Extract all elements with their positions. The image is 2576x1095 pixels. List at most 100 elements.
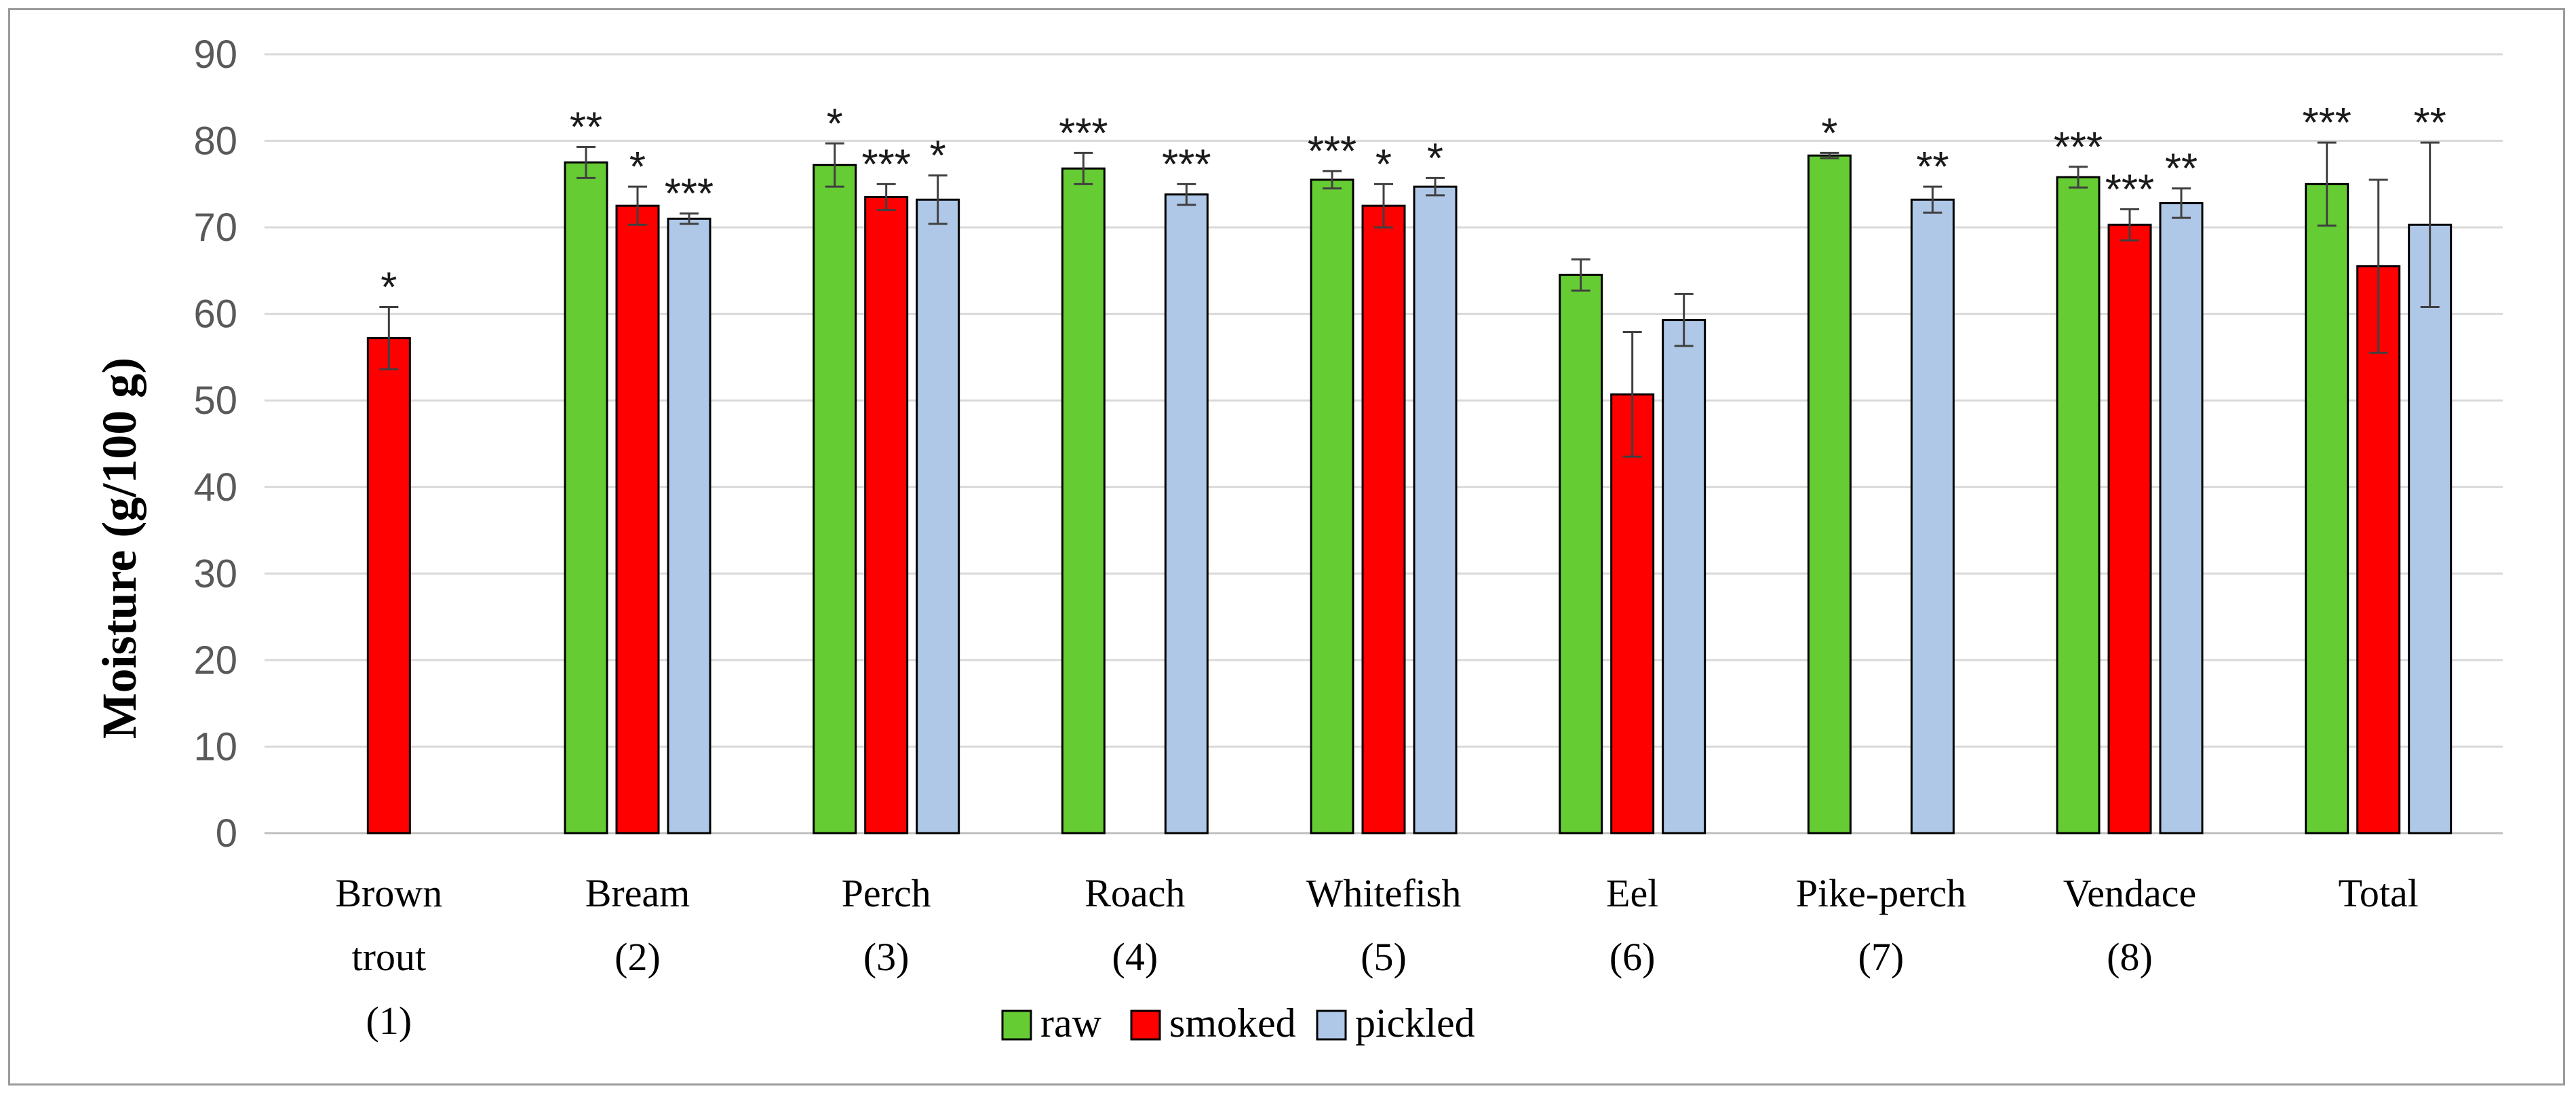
error-bar-raw-3	[1074, 151, 1093, 185]
error-bars	[379, 141, 2440, 458]
significance-pickled-4: *	[1427, 135, 1443, 182]
bar-pickled-3	[1164, 193, 1209, 834]
significance-raw-2: *	[827, 100, 843, 147]
significance-pickled-6: **	[1916, 144, 1949, 191]
y-axis-ticks: 0 10 20 30 40 50 60 70 80 90	[193, 33, 237, 856]
y-tick-label-50: 50	[193, 379, 237, 423]
bar-pickled-4	[1413, 185, 1458, 834]
y-tick-label-60: 60	[193, 292, 237, 337]
error-bar-pickled-6	[1923, 185, 1943, 214]
significance-raw-4: ***	[1308, 128, 1357, 175]
error-bar-smoked-8	[2368, 178, 2388, 354]
significance-raw-3: ***	[1059, 110, 1108, 157]
bar-raw-8	[2305, 182, 2349, 834]
error-bar-raw-7	[2069, 166, 2088, 189]
category-label-line: (8)	[2107, 935, 2153, 979]
bar-pickled-2	[916, 198, 960, 834]
error-bar-pickled-2	[928, 174, 948, 225]
y-tick-label-20: 20	[193, 638, 237, 683]
significance-pickled-3: ***	[1162, 141, 1211, 188]
bar-smoked-2	[864, 195, 909, 834]
error-bar-pickled-3	[1177, 182, 1196, 206]
significance-labels: *********** * ****** *** * **** ****** ***** **	[380, 100, 2446, 311]
error-bar-smoked-0	[379, 305, 399, 370]
bar-raw-3	[1061, 167, 1106, 834]
error-bar-pickled-7	[2172, 187, 2191, 219]
category-label-line: Roach	[1085, 871, 1185, 915]
category-label-line: Brown	[335, 871, 442, 915]
error-bar-raw-8	[2317, 141, 2337, 227]
bar-smoked-4	[1361, 204, 1406, 834]
bar-pickled-6	[1910, 198, 1955, 834]
bar-raw-4	[1310, 178, 1354, 834]
category-label-line: (4)	[1112, 935, 1158, 979]
y-axis-title: Moisture (g/100 g)	[92, 358, 147, 739]
category-label-2: Perch (3)	[842, 871, 931, 979]
error-bar-smoked-1	[628, 185, 647, 226]
legend-swatch-raw	[1001, 1010, 1032, 1041]
y-tick-label-10: 10	[193, 725, 237, 769]
bar-smoked-0	[366, 337, 411, 834]
error-bar-smoked-7	[2120, 208, 2139, 242]
error-bar-raw-5	[1571, 258, 1591, 292]
category-label-line: (1)	[366, 999, 412, 1043]
y-tick-label-90: 90	[193, 33, 237, 77]
bar-pickled-8	[2408, 223, 2453, 834]
bar-raw-7	[2056, 176, 2101, 834]
category-label-line: Whitefish	[1306, 871, 1462, 915]
significance-raw-1: **	[570, 104, 602, 151]
error-bar-raw-6	[1820, 151, 1839, 159]
x-axis-categories: Brown trout (1) Bream (2) Perch (3) Roach (4) Whi…	[335, 871, 2418, 1043]
bar-pickled-7	[2159, 201, 2204, 834]
category-label-line: Perch	[842, 871, 931, 915]
significance-raw-8: ***	[2302, 100, 2351, 147]
category-label-4: Whitefish (5)	[1306, 871, 1462, 979]
error-bar-raw-2	[825, 142, 844, 188]
y-tick-label-0: 0	[216, 811, 237, 856]
significance-pickled-2: *	[930, 133, 946, 180]
legend-swatch-smoked	[1130, 1010, 1161, 1041]
category-label-line: trout	[352, 935, 427, 979]
legend: raw smoked pickled	[1001, 1001, 1475, 1045]
category-label-line: (7)	[1858, 935, 1905, 979]
category-label-line: Total	[2338, 871, 2418, 915]
error-bar-smoked-4	[1374, 182, 1393, 229]
significance-raw-7: ***	[2054, 124, 2103, 171]
category-label-line: Vendace	[2063, 871, 2196, 915]
bar-raw-2	[813, 164, 857, 834]
category-label-line: Bream	[585, 871, 690, 915]
bar-pickled-1	[667, 217, 711, 834]
error-bar-pickled-1	[680, 212, 699, 225]
category-label-line: Pike-perch	[1796, 871, 1966, 915]
category-label-5: Eel (6)	[1606, 871, 1658, 979]
category-label-line: (2)	[614, 935, 661, 979]
legend-item-smoked: smoked	[1130, 1001, 1296, 1045]
significance-pickled-7: **	[2165, 146, 2198, 193]
significance-pickled-1: ***	[665, 171, 714, 218]
error-bar-smoked-2	[876, 182, 896, 212]
category-label-3: Roach (4)	[1085, 871, 1185, 979]
category-label-line: (3)	[863, 935, 910, 979]
bar-pickled-5	[1662, 319, 1706, 834]
error-bar-pickled-4	[1426, 176, 1445, 197]
error-bar-pickled-5	[1674, 292, 1694, 347]
error-bar-pickled-8	[2420, 141, 2440, 308]
bar-smoked-1	[615, 204, 660, 834]
bar-raw-5	[1559, 273, 1603, 834]
error-bar-smoked-5	[1622, 330, 1642, 458]
category-label-0: Brown trout (1)	[335, 871, 442, 1043]
legend-item-pickled: pickled	[1316, 1001, 1475, 1045]
significance-smoked-0: *	[380, 264, 397, 311]
legend-label-raw: raw	[1040, 1001, 1102, 1045]
category-label-8: Total	[2338, 871, 2418, 915]
significance-smoked-2: ***	[861, 141, 910, 188]
y-tick-label-40: 40	[193, 465, 237, 510]
legend-swatch-pickled	[1316, 1010, 1347, 1041]
significance-smoked-7: ***	[2105, 166, 2154, 213]
category-label-line: (6)	[1609, 935, 1656, 979]
bars	[366, 154, 2453, 834]
y-tick-label-70: 70	[193, 206, 237, 250]
category-label-1: Bream (2)	[585, 871, 690, 979]
y-tick-label-30: 30	[193, 552, 237, 596]
